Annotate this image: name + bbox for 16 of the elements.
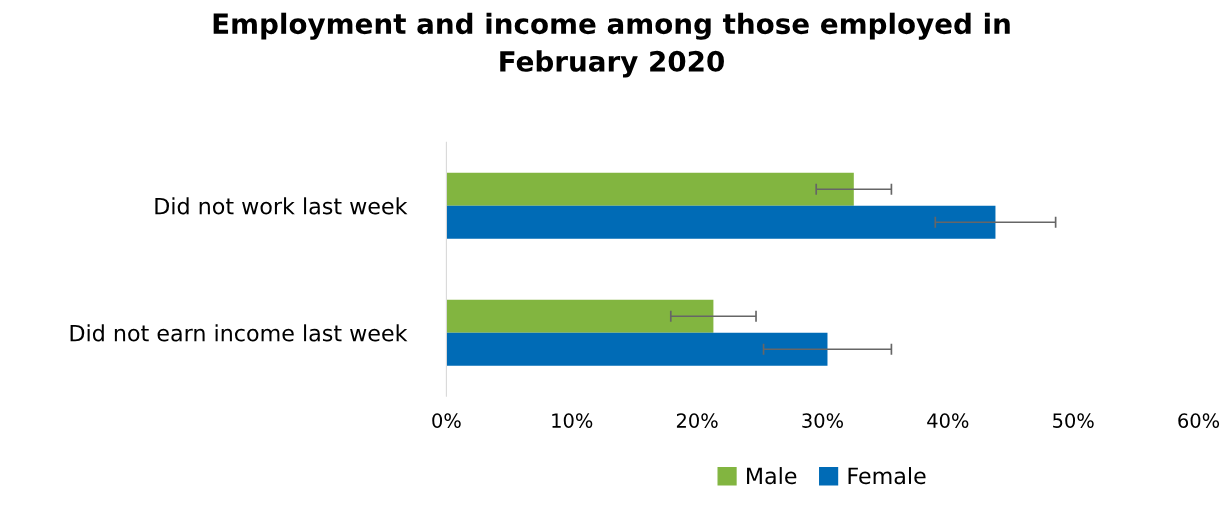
bar [446,205,996,239]
bar [446,172,854,206]
x-tick-label: 20% [676,413,718,428]
x-tick-label: 10% [552,413,593,428]
x-tick-label: 60% [1178,413,1220,428]
x-tick-label: 0% [432,413,461,428]
legend-label: Male [747,467,797,485]
x-tick-label: 40% [927,413,969,428]
chart-title: Employment and income among those employed in February 2020 [213,12,1010,78]
y-tick-label: Did not earn income last week [70,324,408,342]
x-tick-label: 50% [1053,413,1094,428]
bar [446,332,828,366]
x-tick-label: 30% [802,413,843,428]
y-tick-label: Did not work last week [155,197,408,215]
bar [446,299,714,333]
legend-label: Female [848,467,926,485]
